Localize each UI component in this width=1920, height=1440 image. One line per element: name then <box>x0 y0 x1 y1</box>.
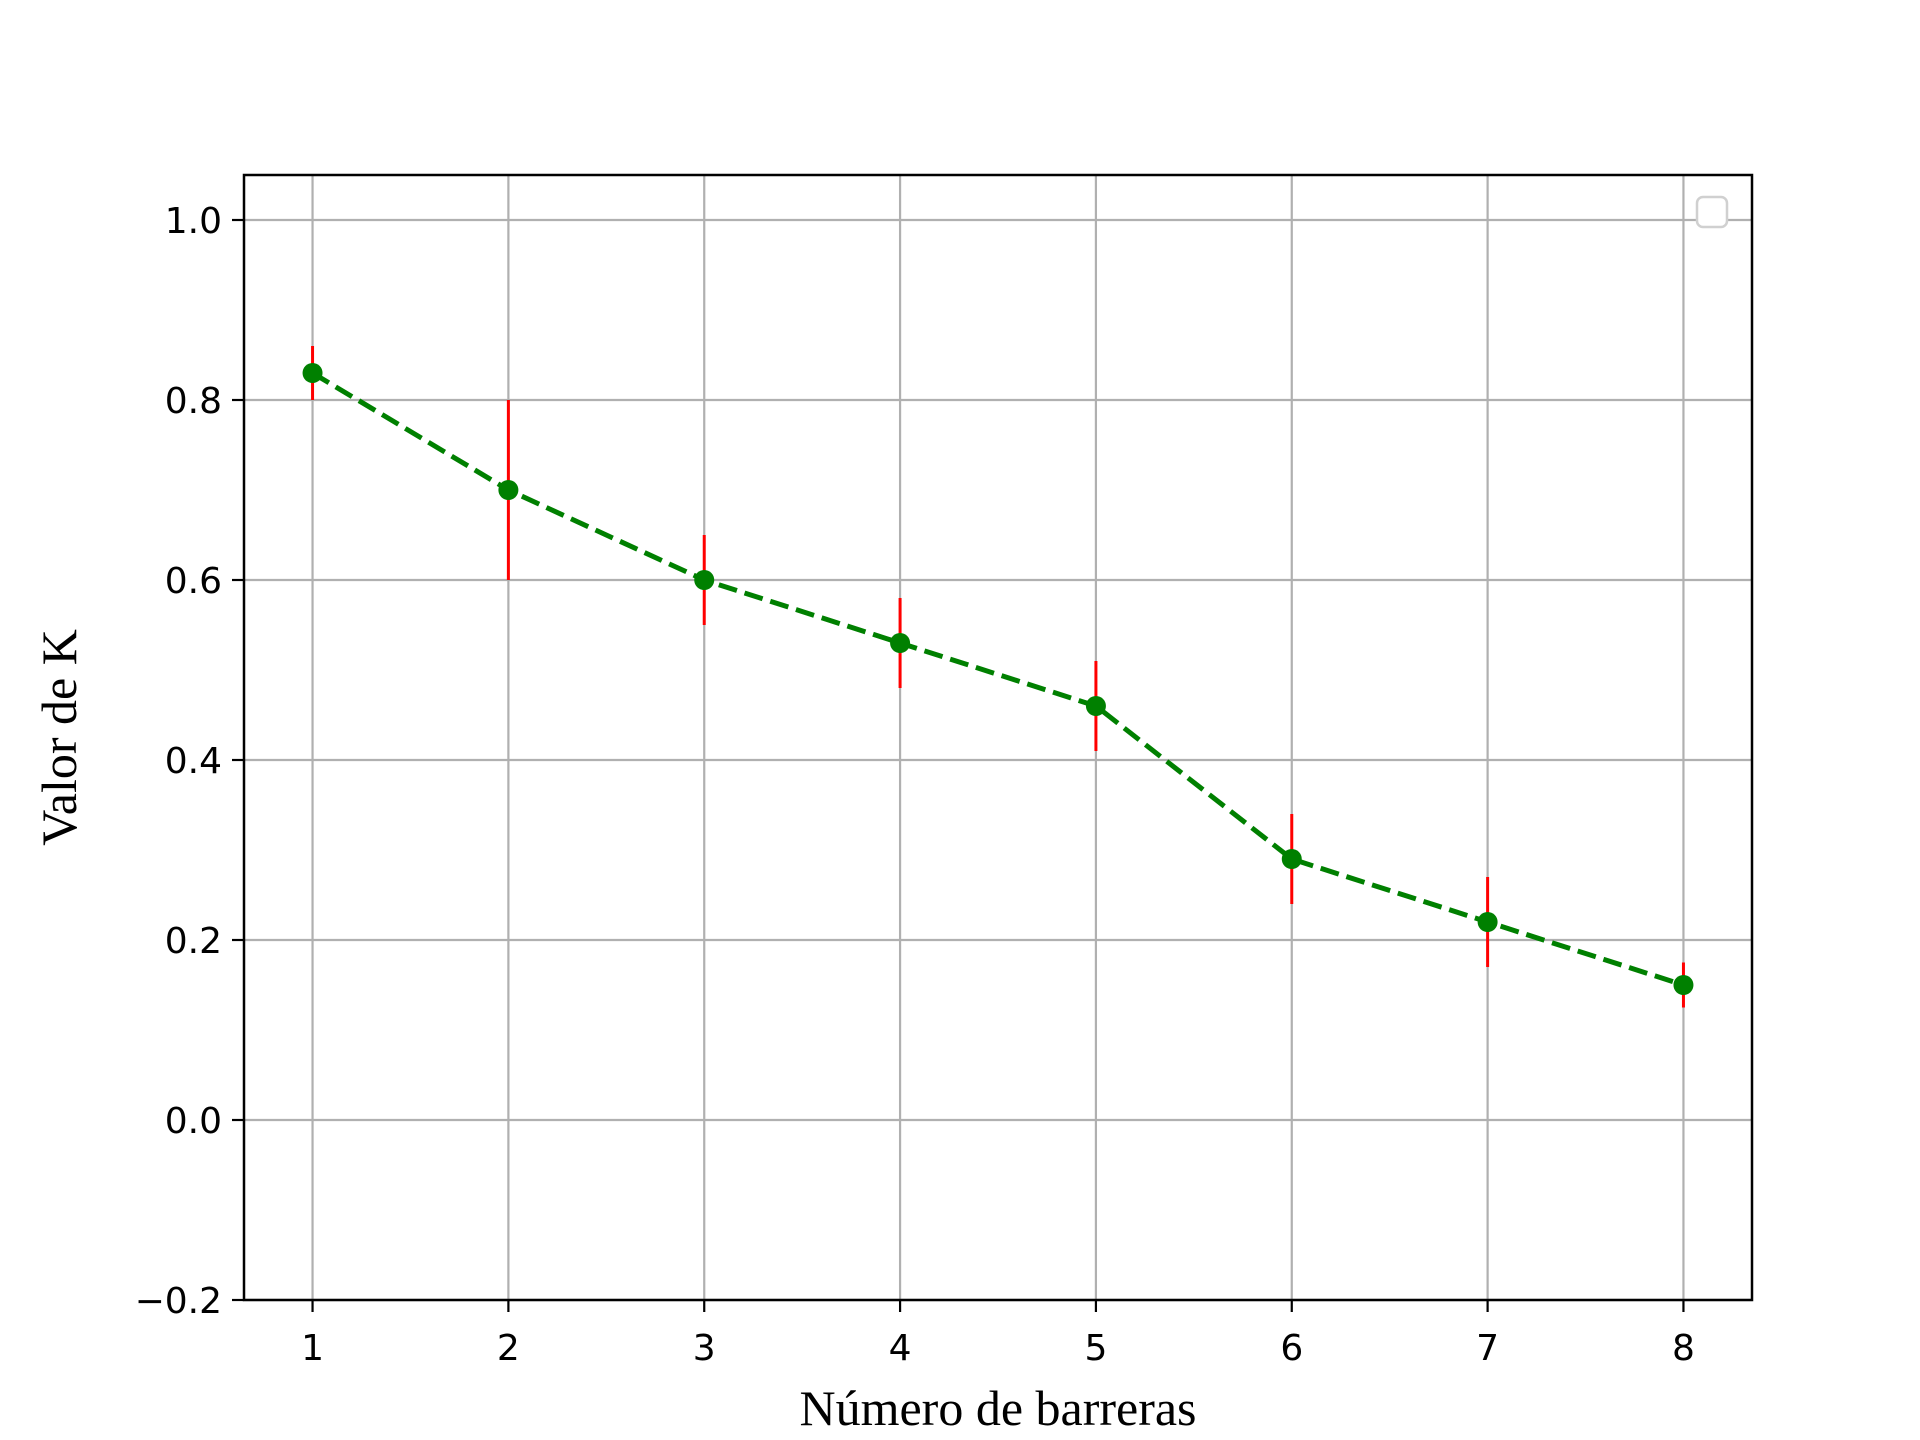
data-point <box>1281 849 1302 869</box>
y-tick-label: 0.2 <box>165 921 222 962</box>
x-tick-label: 2 <box>497 1328 520 1369</box>
data-point <box>890 633 911 653</box>
x-axis-title: Número de barreras <box>799 1380 1196 1436</box>
markers-layer <box>302 363 1694 995</box>
x-tick-label: 4 <box>889 1328 912 1369</box>
x-tick-label: 7 <box>1476 1328 1499 1369</box>
y-tick-label: 1.0 <box>165 201 222 242</box>
legend <box>1695 195 1729 229</box>
data-point <box>498 480 519 500</box>
ticks-layer: 1 2 3 4 5 6 7 8 −0.2 0.0 0.2 0.4 0.6 0.8 1.0 <box>135 201 1695 1369</box>
x-tick-label: 1 <box>301 1328 324 1369</box>
data-point <box>1477 912 1498 932</box>
y-tick-label: −0.2 <box>135 1281 222 1322</box>
y-tick-label: 0.0 <box>165 1101 222 1142</box>
legend-box <box>1695 195 1729 229</box>
data-point <box>1085 696 1106 716</box>
series-line <box>311 370 1685 988</box>
x-tick-label: 3 <box>693 1328 716 1369</box>
x-tick-label: 8 <box>1672 1328 1695 1369</box>
plot-frame <box>242 173 1754 1302</box>
y-axis-title: Valor de K <box>31 629 87 846</box>
x-tick-label: 5 <box>1084 1328 1107 1369</box>
y-tick-label: 0.6 <box>165 561 222 602</box>
data-point <box>694 570 715 590</box>
x-tick-label: 6 <box>1280 1328 1303 1369</box>
data-point <box>302 363 323 383</box>
data-point <box>1673 975 1694 995</box>
y-tick-label: 0.4 <box>165 741 222 782</box>
y-tick-label: 0.8 <box>165 381 222 422</box>
